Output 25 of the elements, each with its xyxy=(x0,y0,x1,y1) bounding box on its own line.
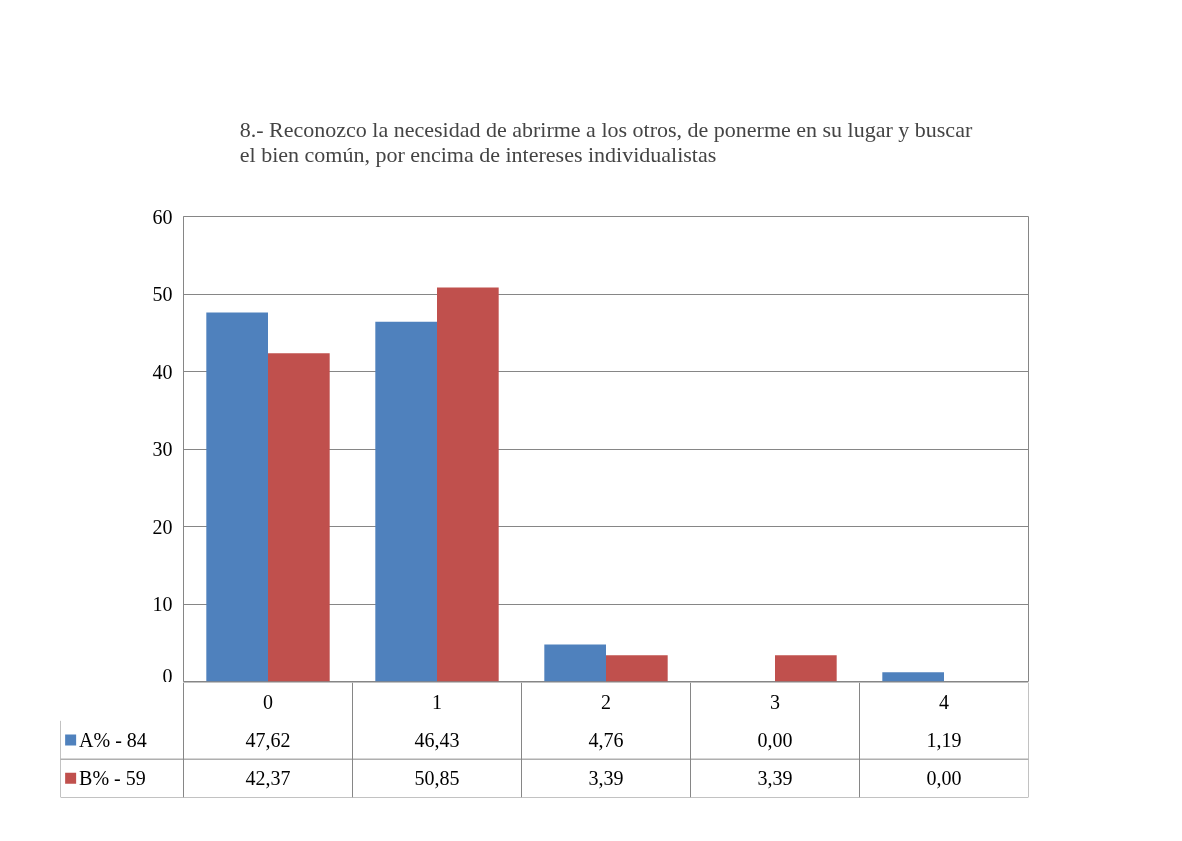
data-label: 42,37 xyxy=(245,767,291,790)
data-label: 4,76 xyxy=(588,729,624,751)
data-label: 3,39 xyxy=(588,767,624,790)
y-tick-label: 30 xyxy=(152,438,173,460)
y-tick-label: 40 xyxy=(152,360,173,383)
x-tick-label: 1 xyxy=(432,690,442,713)
x-tick-label: 3 xyxy=(770,690,780,713)
data-label: 0,00 xyxy=(757,729,793,751)
x-tick-label: 4 xyxy=(939,690,949,713)
data-label: 50,85 xyxy=(414,767,460,790)
data-label: 47,62 xyxy=(245,729,291,751)
y-tick-label: 10 xyxy=(152,593,173,615)
x-tick-label: 0 xyxy=(263,690,273,713)
y-tick-label: 20 xyxy=(152,515,173,538)
y-tick-label: 50 xyxy=(152,283,173,305)
data-label: 3,39 xyxy=(757,767,793,790)
legend-label: A% - 84 xyxy=(79,729,147,751)
x-tick-label: 2 xyxy=(601,690,611,713)
legend-label: B% - 59 xyxy=(79,767,146,790)
data-label: 46,43 xyxy=(414,729,460,751)
data-label: 0,00 xyxy=(926,767,962,790)
chart-title: 8.- Reconozco la necesidad de abrirme a los otros, de ponerme en su lugar y buscar el bien común, por encima de intereses individualistas xyxy=(239,116,973,167)
y-tick-label: 0 xyxy=(162,664,173,687)
y-tick-label: 60 xyxy=(152,205,173,228)
data-label: 1,19 xyxy=(926,729,962,751)
